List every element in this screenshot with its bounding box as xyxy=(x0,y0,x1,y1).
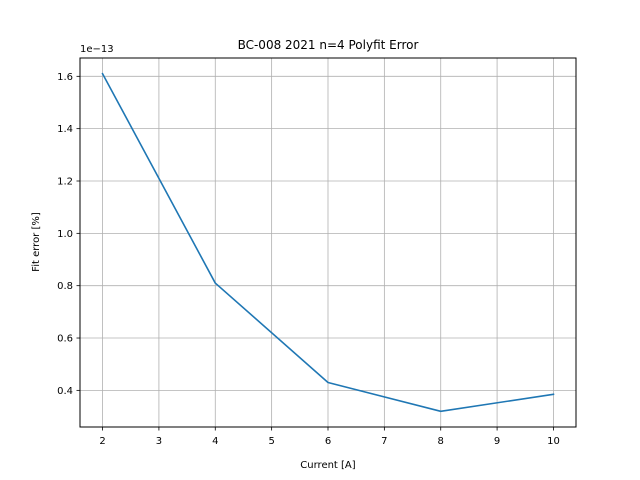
y-tick-label: 1.6 xyxy=(57,72,73,83)
y-axis-label: Fit error [%] xyxy=(31,212,42,272)
x-tick-label: 3 xyxy=(156,436,162,447)
chart-title: BC-008 2021 n=4 Polyfit Error xyxy=(238,38,419,52)
y-tick-label: 1.4 xyxy=(57,124,73,135)
x-tick-label: 4 xyxy=(212,436,218,447)
y-tick-label: 0.4 xyxy=(57,386,73,397)
y-tick-label: 1.0 xyxy=(57,229,73,240)
y-axis-ticks: 0.4 0.6 0.8 1.0 1.2 1.4 1.6 xyxy=(57,72,80,397)
x-tick-label: 8 xyxy=(438,436,444,447)
x-tick-label: 2 xyxy=(99,436,105,447)
x-axis-ticks: 2 3 4 5 6 7 8 9 10 xyxy=(99,427,560,447)
y-tick-label: 0.8 xyxy=(57,281,73,292)
x-tick-label: 9 xyxy=(494,436,500,447)
x-tick-label: 5 xyxy=(268,436,274,447)
y-tick-label: 1.2 xyxy=(57,177,73,188)
series-layer xyxy=(101,72,555,413)
x-tick-label: 10 xyxy=(547,436,560,447)
x-axis-label: Current [A] xyxy=(300,460,355,471)
x-tick-label: 6 xyxy=(325,436,331,447)
grid-lines xyxy=(80,58,576,427)
y-offset-label: 1e−13 xyxy=(80,44,114,55)
y-tick-label: 0.6 xyxy=(57,334,73,345)
x-tick-label: 7 xyxy=(381,436,387,447)
